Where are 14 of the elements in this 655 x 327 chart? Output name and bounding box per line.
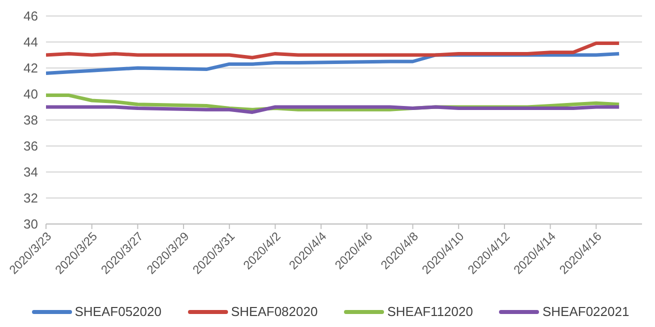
y-tick-label: 34 [24, 164, 38, 180]
y-tick-label: 40 [24, 86, 38, 102]
y-tick-label: 30 [24, 216, 38, 232]
legend-label: SHEAF082020 [230, 304, 318, 319]
y-tick-label: 46 [24, 8, 38, 24]
legend-label: SHEAF022021 [541, 304, 630, 319]
y-tick-label: 44 [24, 34, 38, 50]
legend-label: SHEAF112020 [386, 304, 473, 319]
y-tick-label: 42 [24, 60, 38, 76]
y-tick-label: 32 [24, 190, 38, 206]
y-tick-label: 36 [24, 138, 38, 154]
y-tick-label: 38 [24, 112, 38, 128]
legend-label: SHEAF052020 [74, 304, 162, 319]
line-series [46, 42, 621, 60]
